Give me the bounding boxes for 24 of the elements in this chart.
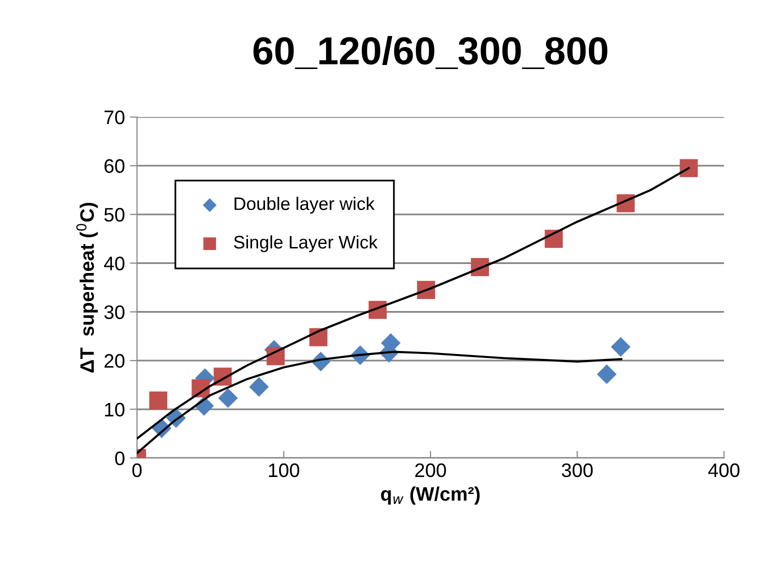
point — [680, 159, 698, 178]
x-tick-label: 200 — [415, 463, 446, 478]
point — [249, 377, 269, 397]
point — [610, 337, 631, 357]
x-tick-label: 400 — [708, 463, 740, 478]
x-axis-title: q$_{w}$ (W/cm²) — [381, 486, 480, 505]
chart-title: 60_120/60_300_800 — [254, 36, 608, 69]
x-tick-label: 0 — [132, 463, 142, 478]
y-tick-label: 20 — [104, 354, 124, 368]
point — [149, 391, 168, 410]
x-tick-label: 100 — [269, 463, 300, 478]
y-tick-label: 30 — [104, 305, 124, 320]
point — [596, 364, 617, 384]
point — [218, 388, 238, 408]
legend-label: Double layer wick — [234, 196, 375, 214]
y-tick-label: 60 — [104, 159, 124, 173]
y-tick-label: 10 — [105, 402, 124, 417]
y-tick-label: 70 — [104, 110, 124, 124]
y-tick-label: 50 — [104, 208, 124, 222]
y-axis-title: ΔT superheat ($^{0}$C) — [76, 202, 98, 372]
legend-label: Single Layer Wick — [234, 235, 378, 252]
y-tick-label: 0 — [115, 451, 124, 466]
y-tick-label: 40 — [104, 256, 124, 270]
x-tick-label: 300 — [562, 463, 593, 478]
